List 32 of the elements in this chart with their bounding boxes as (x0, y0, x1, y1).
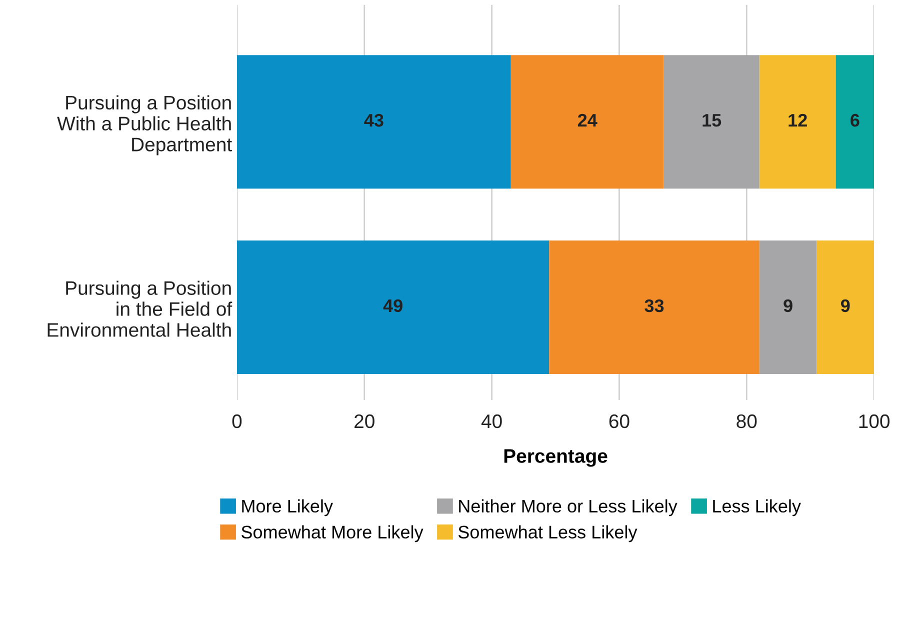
x-tick-label: 20 (354, 414, 374, 428)
data-label: 33 (644, 299, 664, 312)
data-label: 15 (702, 114, 722, 127)
data-label: 49 (383, 299, 402, 312)
bar (836, 55, 874, 189)
x-tick-label: 60 (609, 414, 630, 428)
bar (759, 240, 817, 374)
x-tick-label: 0 (232, 414, 242, 428)
data-label: 24 (578, 114, 598, 126)
legend-label: Somewhat Less Likely (458, 525, 638, 542)
bar (664, 55, 760, 189)
bar (816, 240, 874, 374)
data-label: 6 (850, 114, 860, 127)
data-label: 43 (364, 114, 384, 127)
data-label: 12 (788, 114, 807, 126)
bar (759, 55, 836, 189)
x-tick-label: 80 (736, 414, 757, 428)
bar (549, 240, 760, 374)
data-label: 9 (784, 299, 792, 312)
y-tick-label: Pursuing a Position in the Field of Environmental Health (48, 280, 232, 337)
legend-label: Somewhat More Likely (242, 525, 424, 542)
bar (236, 55, 511, 189)
x-tick-label: 100 (859, 414, 890, 428)
y-tick-label: Pursuing a Position With a Public Health Department (57, 95, 232, 156)
bar (510, 55, 664, 189)
x-tick-label: 40 (481, 414, 502, 428)
legend-label: More Likely (242, 499, 333, 516)
legend-label: Less Likely (713, 499, 801, 516)
x-axis-title: Percentage (504, 449, 608, 467)
legend-label: Neither More or Less Likely (459, 499, 678, 516)
data-label: 9 (840, 299, 850, 312)
bar (236, 240, 550, 374)
